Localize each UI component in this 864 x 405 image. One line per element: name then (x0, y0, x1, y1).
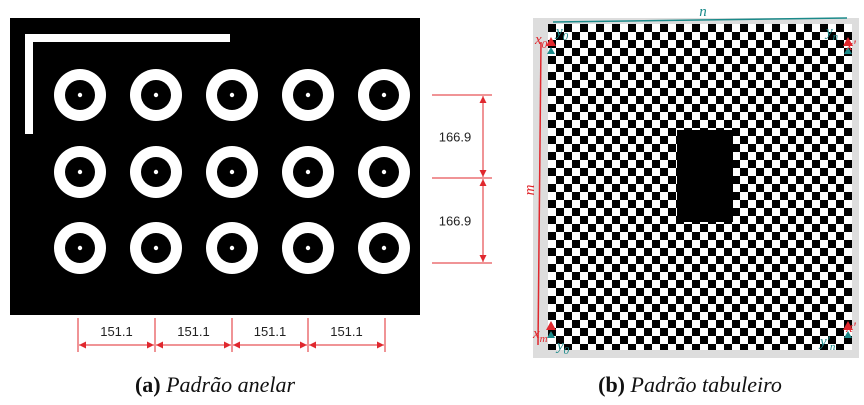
caption: (a) Padrão anelar (135, 372, 296, 397)
corner-label: x' (845, 38, 857, 54)
ring-center (78, 170, 82, 174)
ring-center (78, 246, 82, 250)
panel-a: 166.9 166.9 151.1 151.1 151.1 151.1 (10, 18, 492, 352)
corner-base: x' (845, 320, 857, 336)
corner-sub: 0 (542, 39, 548, 51)
caption-text: Padrão anelar (165, 372, 295, 397)
center-block (677, 130, 733, 222)
dim-label: 151.1 (254, 324, 287, 339)
corner-sub: 0 (564, 345, 570, 357)
ring-center (382, 170, 386, 174)
dim-label: 151.1 (330, 324, 363, 339)
ring-center (382, 246, 386, 250)
ring-center (230, 246, 234, 250)
corner-sub: m (540, 333, 548, 345)
caption-label: (b) (598, 372, 625, 397)
edge-label: n (699, 4, 707, 20)
caption-label: (a) (135, 372, 161, 397)
caption: (b) Padrão tabuleiro (598, 372, 782, 397)
caption-text: Padrão tabuleiro (630, 372, 782, 397)
ring-center (154, 170, 158, 174)
corner-sub: n (830, 341, 836, 353)
dim-label: 151.1 (177, 324, 210, 339)
corner-sub: 0 (563, 31, 569, 43)
figure: 166.9166.9151.1151.1151.1151.1 n m x0y0y… (0, 0, 864, 405)
corner-label: x' (845, 320, 857, 336)
corner-sub: n (833, 31, 839, 43)
corner-base: y' (818, 334, 831, 350)
ring-center (154, 93, 158, 97)
ring-center (306, 93, 310, 97)
ring-center (154, 246, 158, 250)
dim-label: 151.1 (100, 324, 133, 339)
corner-base: x' (845, 38, 857, 54)
ring-center (306, 246, 310, 250)
ring-center (78, 93, 82, 97)
corner-base: y (824, 24, 833, 40)
ring-center (382, 93, 386, 97)
corner-base: y (554, 24, 563, 40)
ring-center (230, 93, 234, 97)
corner-base: y (555, 338, 564, 354)
ring-center (230, 170, 234, 174)
dim-label: 166.9 (439, 130, 472, 145)
dim-label: 166.9 (439, 214, 472, 229)
edge-label: m (522, 184, 538, 195)
ring-center (306, 170, 310, 174)
